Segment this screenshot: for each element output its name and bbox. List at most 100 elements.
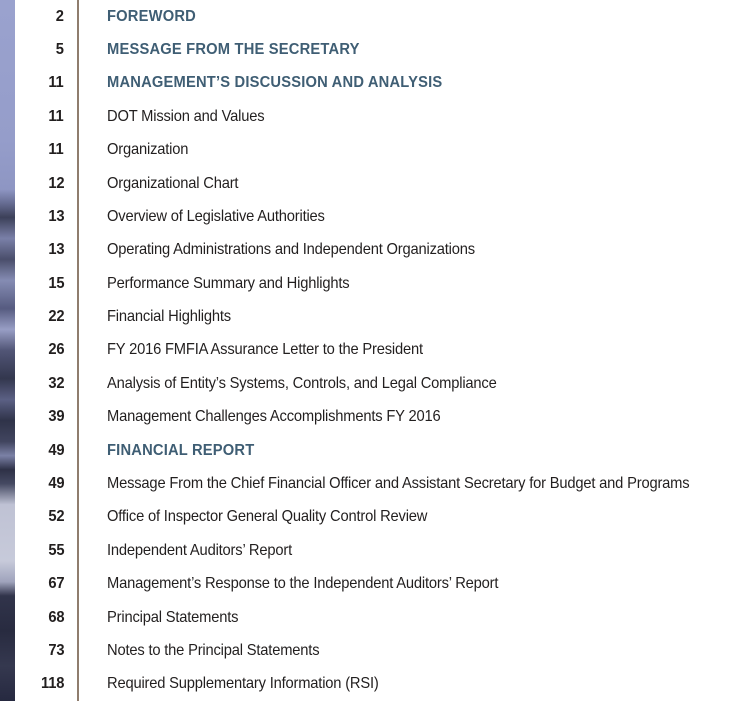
- page-number-column: 11: [15, 74, 78, 92]
- page-number-column: 39: [15, 408, 78, 426]
- toc-row: 26 FY 2016 FMFIA Assurance Letter to the…: [15, 334, 740, 367]
- toc-entry: FY 2016 FMFIA Assurance Letter to the Pr…: [78, 341, 740, 359]
- page-number: 39: [47, 408, 64, 426]
- page-number-column: 55: [15, 542, 78, 560]
- page-number-column: 5: [15, 41, 78, 59]
- toc-entry: Analysis of Entity’s Systems, Controls, …: [78, 375, 740, 393]
- page-number-column: 49: [15, 442, 78, 460]
- toc-entry: Performance Summary and Highlights: [78, 275, 740, 293]
- toc-entry-title: Performance Summary and Highlights: [107, 274, 350, 292]
- toc-entry: Management’s Response to the Independent…: [78, 575, 740, 593]
- page-number-column: 68: [15, 609, 78, 627]
- page-number-column: 13: [15, 208, 78, 226]
- toc-entry-title: Management Challenges Accomplishments FY…: [107, 408, 441, 426]
- toc-entry-title: MANAGEMENT’S DISCUSSION AND ANALYSIS: [107, 74, 443, 92]
- toc-entry: DOT Mission and Values: [78, 108, 740, 126]
- toc-row: 11 Organization: [15, 134, 740, 167]
- page-number: 68: [47, 608, 64, 626]
- toc-row: 12 Organizational Chart: [15, 167, 740, 200]
- page-number: 49: [47, 441, 64, 459]
- toc-entry: Principal Statements: [78, 609, 740, 627]
- toc-entry: Overview of Legislative Authorities: [78, 208, 740, 226]
- page-number: 52: [47, 508, 64, 526]
- toc-row: 2 FOREWORD: [15, 0, 740, 33]
- toc-entry-title: FINANCIAL REPORT: [107, 441, 255, 459]
- page-number: 26: [47, 341, 64, 359]
- page-number: 49: [47, 475, 64, 493]
- toc-row: 11 MANAGEMENT’S DISCUSSION AND ANALYSIS: [15, 67, 740, 100]
- toc-entry-title: Office of Inspector General Quality Cont…: [107, 508, 428, 526]
- toc-row: 67 Management’s Response to the Independ…: [15, 567, 740, 600]
- toc-row: 15 Performance Summary and Highlights: [15, 267, 740, 300]
- toc-entry: Management Challenges Accomplishments FY…: [78, 408, 740, 426]
- page-number-column: 13: [15, 241, 78, 259]
- page-number: 55: [47, 541, 64, 559]
- toc-entry: Organization: [78, 141, 740, 159]
- page-number-column: 2: [15, 8, 78, 26]
- page-number-column: 118: [15, 675, 78, 693]
- toc-entry: MANAGEMENT’S DISCUSSION AND ANALYSIS: [78, 74, 740, 92]
- page-number: 22: [47, 308, 64, 326]
- toc-row: 22 Financial Highlights: [15, 300, 740, 333]
- page-number: 11: [48, 107, 64, 125]
- toc-entry: Financial Highlights: [78, 308, 740, 326]
- toc-row: 13 Overview of Legislative Authorities: [15, 200, 740, 233]
- toc-row: 52 Office of Inspector General Quality C…: [15, 501, 740, 534]
- page-number: 73: [47, 641, 64, 659]
- page-number-column: 15: [15, 275, 78, 293]
- page-number: 11: [48, 74, 64, 92]
- toc-entry-title: Independent Auditors’ Report: [107, 541, 292, 559]
- toc-row: 73 Notes to the Principal Statements: [15, 634, 740, 667]
- toc-entry: Office of Inspector General Quality Cont…: [78, 508, 740, 526]
- toc-row: 49 Message From the Chief Financial Offi…: [15, 467, 740, 500]
- toc-row: 68 Principal Statements: [15, 601, 740, 634]
- toc-entry: Notes to the Principal Statements: [78, 642, 740, 660]
- toc-row: 39 Management Challenges Accomplishments…: [15, 401, 740, 434]
- page-number: 67: [47, 575, 64, 593]
- toc-entry-title: Operating Administrations and Independen…: [107, 241, 475, 259]
- toc-entry: Organizational Chart: [78, 175, 740, 193]
- toc-entry-title: Organization: [107, 141, 189, 159]
- toc-entry-title: MESSAGE FROM THE SECRETARY: [107, 41, 360, 59]
- toc-entry: MESSAGE FROM THE SECRETARY: [78, 41, 740, 59]
- page-number-column: 73: [15, 642, 78, 660]
- toc-row: 11 DOT Mission and Values: [15, 100, 740, 133]
- page-number-column: 22: [15, 308, 78, 326]
- toc-entry: Independent Auditors’ Report: [78, 542, 740, 560]
- table-of-contents: 2 FOREWORD 5 MESSAGE FROM THE SECRETARY …: [15, 0, 740, 701]
- page-number-column: 26: [15, 341, 78, 359]
- toc-entry-title: FOREWORD: [107, 7, 196, 25]
- toc-entry: Required Supplementary Information (RSI): [78, 675, 740, 693]
- page-number: 2: [55, 7, 64, 25]
- toc-entry-title: Overview of Legislative Authorities: [107, 207, 325, 225]
- toc-entry-title: Required Supplementary Information (RSI): [107, 675, 379, 693]
- toc-entry-title: Management’s Response to the Independent…: [107, 575, 499, 593]
- toc-entry: FINANCIAL REPORT: [78, 442, 740, 460]
- toc-entry: FOREWORD: [78, 8, 740, 26]
- toc-row: 32 Analysis of Entity’s Systems, Control…: [15, 367, 740, 400]
- page-number-column: 32: [15, 375, 78, 393]
- toc-entry-title: Financial Highlights: [107, 308, 231, 326]
- toc-row: 55 Independent Auditors’ Report: [15, 534, 740, 567]
- page-number: 15: [47, 274, 64, 292]
- edge-photo-strip: [0, 0, 15, 701]
- toc-entry-title: Notes to the Principal Statements: [107, 641, 320, 659]
- toc-entry: Message From the Chief Financial Officer…: [78, 475, 740, 493]
- toc-entry-title: Message From the Chief Financial Officer…: [107, 475, 690, 493]
- toc-row: 13 Operating Administrations and Indepen…: [15, 234, 740, 267]
- vertical-rule: [77, 0, 79, 701]
- page-number-column: 11: [15, 141, 78, 159]
- page-number-column: 11: [15, 108, 78, 126]
- toc-entry-title: Principal Statements: [107, 608, 239, 626]
- page-number: 11: [48, 141, 64, 159]
- page-number: 118: [40, 675, 64, 693]
- page-number-column: 49: [15, 475, 78, 493]
- page-number: 12: [47, 174, 64, 192]
- toc-row: 118 Required Supplementary Information (…: [15, 668, 740, 701]
- page-number-column: 52: [15, 508, 78, 526]
- page-number: 13: [47, 207, 64, 225]
- toc-entry-title: FY 2016 FMFIA Assurance Letter to the Pr…: [107, 341, 423, 359]
- toc-row: 5 MESSAGE FROM THE SECRETARY: [15, 33, 740, 66]
- toc-entry: Operating Administrations and Independen…: [78, 241, 740, 259]
